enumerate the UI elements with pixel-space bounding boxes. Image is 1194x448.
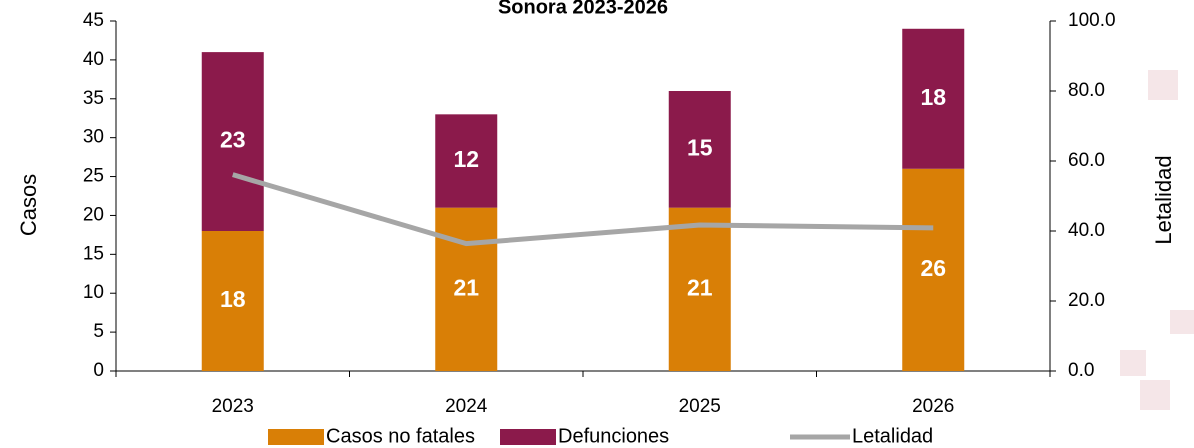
data-label: 26 — [920, 255, 946, 281]
data-label: 18 — [220, 286, 246, 312]
data-label: 21 — [687, 274, 713, 300]
y-axis-label: Casos — [16, 174, 41, 236]
data-label: 21 — [453, 274, 479, 300]
data-label: 15 — [687, 134, 713, 160]
y2-tick-label: 60.0 — [1068, 150, 1105, 171]
y2-tick-label: 20.0 — [1068, 290, 1105, 311]
y2-tick-label: 80.0 — [1068, 80, 1105, 101]
y2-tick-label: 40.0 — [1068, 220, 1105, 241]
y-tick-label: 15 — [83, 243, 104, 264]
data-label: 12 — [453, 146, 479, 172]
bar — [668, 207, 731, 371]
y2-axis-label: Letalidad — [1151, 155, 1176, 244]
bar — [668, 91, 731, 208]
y-tick-label: 45 — [83, 10, 104, 31]
bar — [435, 114, 498, 208]
bar — [201, 231, 264, 371]
y-tick-label: 30 — [83, 127, 104, 148]
data-label: 23 — [220, 127, 246, 153]
legend-swatch — [268, 429, 324, 445]
decoration — [1120, 70, 1194, 410]
y-tick-label: 25 — [83, 166, 104, 187]
x-tick-label: 2026 — [912, 396, 954, 417]
y-tick-label: 5 — [93, 321, 104, 342]
data-label: 18 — [920, 84, 946, 110]
bar — [435, 207, 498, 371]
bar — [201, 52, 264, 231]
bar — [902, 168, 965, 371]
x-tick-label: 2025 — [679, 396, 721, 417]
legend-label: Defunciones — [558, 425, 669, 447]
y-tick-label: 10 — [83, 282, 104, 303]
y-tick-label: 20 — [83, 204, 104, 225]
y-tick-label: 35 — [83, 88, 104, 109]
legend-label: Casos no fatales — [326, 425, 475, 447]
y2-tick-label: 0.0 — [1068, 360, 1094, 381]
x-tick-label: 2023 — [212, 396, 254, 417]
bar — [902, 28, 965, 169]
legend-label: Letalidad — [852, 425, 933, 447]
y2-tick-label: 100.0 — [1068, 10, 1116, 31]
legend-swatch — [500, 429, 556, 445]
chart-title: Sonora 2023-2026 — [498, 0, 668, 18]
y-tick-label: 40 — [83, 49, 104, 70]
x-tick-label: 2024 — [445, 396, 488, 417]
y-tick-label: 0 — [93, 360, 104, 381]
line — [232, 172, 934, 247]
